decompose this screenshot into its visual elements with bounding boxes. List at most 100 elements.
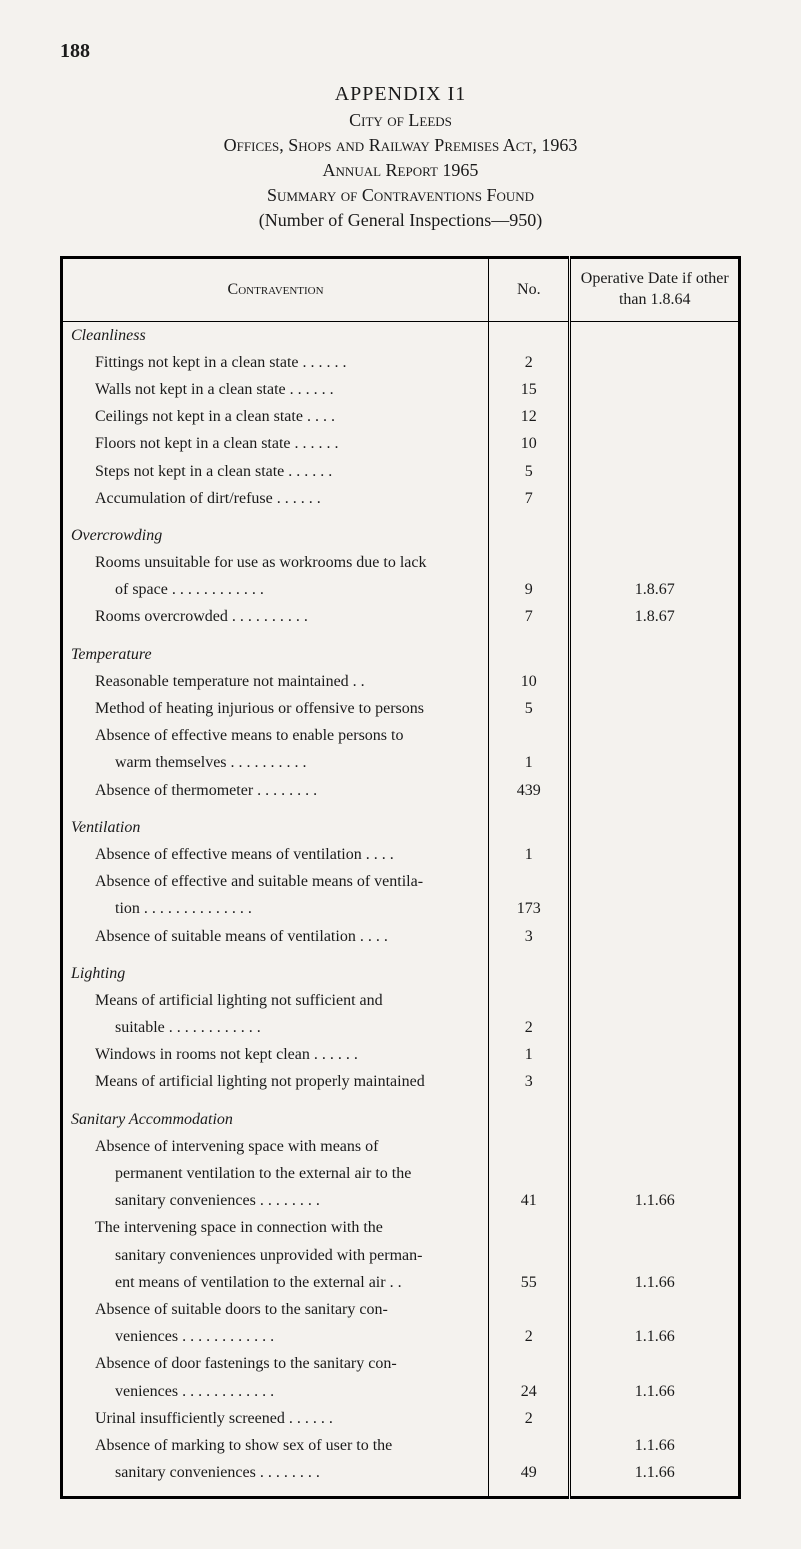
cell-description: Urinal insufficiently screened . . . . .… <box>62 1405 489 1432</box>
cell-description: Absence of suitable means of ventilation… <box>62 923 489 950</box>
cell-date <box>570 1405 740 1432</box>
table-row: Absence of effective means of ventilatio… <box>62 841 740 868</box>
cell-empty <box>489 804 570 814</box>
cell-number <box>489 1133 570 1160</box>
table-row: sanitary conveniences . . . . . . . .411… <box>62 1187 740 1214</box>
cell-date <box>570 376 740 403</box>
cell-number: 173 <box>489 895 570 922</box>
section-header-row: Lighting <box>62 960 740 987</box>
cell-description: Windows in rooms not kept clean . . . . … <box>62 1041 489 1068</box>
summary-text: Summary of Contraventions Found <box>267 185 534 205</box>
cell-date <box>570 695 740 722</box>
spacer-row <box>62 804 740 814</box>
number-inspections-line: (Number of General Inspections—950) <box>60 210 741 231</box>
cell-description: Means of artificial lighting not suffici… <box>62 987 489 1014</box>
cell-number: 7 <box>489 603 570 630</box>
cell-description: sanitary conveniences . . . . . . . . <box>62 1187 489 1214</box>
cell-date <box>570 777 740 804</box>
cell-description: sanitary conveniences unprovided with pe… <box>62 1242 489 1269</box>
cell-description: Accumulation of dirt/refuse . . . . . . <box>62 485 489 512</box>
cell-date <box>570 841 740 868</box>
table-row: Means of artificial lighting not properl… <box>62 1068 740 1095</box>
cell-empty <box>489 1486 570 1498</box>
cell-description: sanitary conveniences . . . . . . . . <box>62 1459 489 1486</box>
cell-number <box>489 1350 570 1377</box>
cell-number <box>489 1214 570 1241</box>
cell-description: The intervening space in connection with… <box>62 1214 489 1241</box>
cell-date <box>570 1041 740 1068</box>
cell-date <box>570 1068 740 1095</box>
table-row: Fittings not kept in a clean state . . .… <box>62 349 740 376</box>
section-title: Sanitary Accommodation <box>62 1106 489 1133</box>
page-number: 188 <box>60 40 741 63</box>
cell-number: 439 <box>489 777 570 804</box>
table-row: Walls not kept in a clean state . . . . … <box>62 376 740 403</box>
cell-number: 5 <box>489 695 570 722</box>
cell-description: warm themselves . . . . . . . . . . <box>62 749 489 776</box>
cell-number <box>489 987 570 1014</box>
table-row: ent means of ventilation to the external… <box>62 1269 740 1296</box>
table-row: Reasonable temperature not maintained . … <box>62 668 740 695</box>
cell-number <box>489 549 570 576</box>
cell-date <box>570 1214 740 1241</box>
cell-description: Means of artificial lighting not properl… <box>62 1068 489 1095</box>
table-row: Accumulation of dirt/refuse . . . . . .7 <box>62 485 740 512</box>
cell-date <box>570 1350 740 1377</box>
cell-empty <box>489 1106 570 1133</box>
table-row: Steps not kept in a clean state . . . . … <box>62 458 740 485</box>
cell-number: 1 <box>489 841 570 868</box>
cell-description: Floors not kept in a clean state . . . .… <box>62 430 489 457</box>
cell-empty <box>570 950 740 960</box>
cell-date <box>570 403 740 430</box>
section-title: Ventilation <box>62 814 489 841</box>
cell-number: 49 <box>489 1459 570 1486</box>
cell-description: veniences . . . . . . . . . . . . <box>62 1323 489 1350</box>
section-header-row: Ventilation <box>62 814 740 841</box>
table-row: tion . . . . . . . . . . . . . .173 <box>62 895 740 922</box>
spacer-row <box>62 1096 740 1106</box>
cell-date: 1.8.67 <box>570 576 740 603</box>
cell-number <box>489 1296 570 1323</box>
cell-description: Absence of effective means of ventilatio… <box>62 841 489 868</box>
cell-description: Method of heating injurious or offensive… <box>62 695 489 722</box>
cell-number: 9 <box>489 576 570 603</box>
cell-number <box>489 1432 570 1459</box>
cell-description: ent means of ventilation to the external… <box>62 1269 489 1296</box>
table-row: Absence of suitable doors to the sanitar… <box>62 1296 740 1323</box>
table-row: Absence of effective and suitable means … <box>62 868 740 895</box>
cell-description: Ceilings not kept in a clean state . . .… <box>62 403 489 430</box>
cell-date <box>570 868 740 895</box>
cell-date <box>570 749 740 776</box>
section-header-row: Overcrowding <box>62 522 740 549</box>
city-line: City of Leeds <box>60 110 741 131</box>
cell-description: Absence of suitable doors to the sanitar… <box>62 1296 489 1323</box>
cell-description: of space . . . . . . . . . . . . <box>62 576 489 603</box>
page-container: 188 APPENDIX I1 City of Leeds Offices, S… <box>0 0 801 1549</box>
cell-empty <box>570 641 740 668</box>
spacer-row <box>62 1486 740 1498</box>
cell-number <box>489 1242 570 1269</box>
cell-description: permanent ventilation to the external ai… <box>62 1160 489 1187</box>
cell-description: Reasonable temperature not maintained . … <box>62 668 489 695</box>
table-row: Absence of suitable means of ventilation… <box>62 923 740 950</box>
section-title: Overcrowding <box>62 522 489 549</box>
cell-number <box>489 868 570 895</box>
cell-date <box>570 430 740 457</box>
cell-number <box>489 1160 570 1187</box>
cell-date <box>570 722 740 749</box>
cell-number: 2 <box>489 1405 570 1432</box>
cell-empty <box>489 641 570 668</box>
cell-empty <box>570 321 740 349</box>
table-row: veniences . . . . . . . . . . . .241.1.6… <box>62 1378 740 1405</box>
table-row: suitable . . . . . . . . . . . .2 <box>62 1014 740 1041</box>
cell-description: Absence of marking to show sex of user t… <box>62 1432 489 1459</box>
spacer-row <box>62 631 740 641</box>
cell-number: 10 <box>489 668 570 695</box>
cell-number: 1 <box>489 1041 570 1068</box>
cell-empty <box>62 1486 489 1498</box>
cell-description: Absence of thermometer . . . . . . . . <box>62 777 489 804</box>
cell-date: 1.1.66 <box>570 1269 740 1296</box>
cell-number: 24 <box>489 1378 570 1405</box>
appendix-title: APPENDIX I1 <box>60 83 741 106</box>
cell-date <box>570 923 740 950</box>
